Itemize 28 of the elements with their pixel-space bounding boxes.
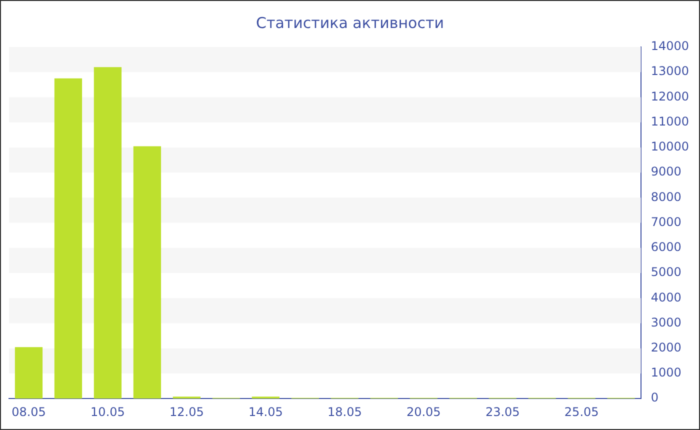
bar — [54, 78, 82, 399]
y-tick-label: 12000 — [650, 89, 690, 104]
bar — [14, 347, 43, 399]
x-tick-label: 08.05 — [12, 404, 46, 419]
y-tick-label: 8000 — [650, 190, 682, 204]
y-tick-label: 3000 — [650, 315, 682, 330]
y-tick-label: 6000 — [650, 240, 682, 254]
y-tick-label: 5000 — [650, 265, 682, 280]
y-tick-label: 0 — [650, 390, 658, 405]
y-tick-label: 10000 — [650, 140, 690, 154]
x-tick-label: 25.05 — [564, 404, 599, 419]
x-tick-label: 10.05 — [90, 404, 125, 419]
x-tick-label: 20.05 — [406, 404, 441, 419]
y-tick-label: 7000 — [650, 214, 682, 229]
x-tick-label: 12.05 — [170, 404, 204, 419]
y-tick-label: 14000 — [650, 39, 690, 54]
bar — [94, 67, 122, 399]
x-tick-label: 14.05 — [248, 404, 283, 419]
x-tick-label: 23.05 — [485, 404, 520, 419]
y-tick-label: 13000 — [650, 64, 690, 78]
bar — [133, 146, 162, 399]
y-tick-label: 2000 — [650, 340, 682, 354]
x-tick-label: 18.05 — [327, 404, 362, 419]
y-tick-label: 9000 — [650, 164, 682, 179]
y-tick-label: 4000 — [650, 290, 682, 304]
chart-title: Статистика активности — [256, 14, 444, 32]
y-tick-label: 1000 — [650, 366, 682, 380]
y-tick-label: 11000 — [650, 114, 690, 128]
